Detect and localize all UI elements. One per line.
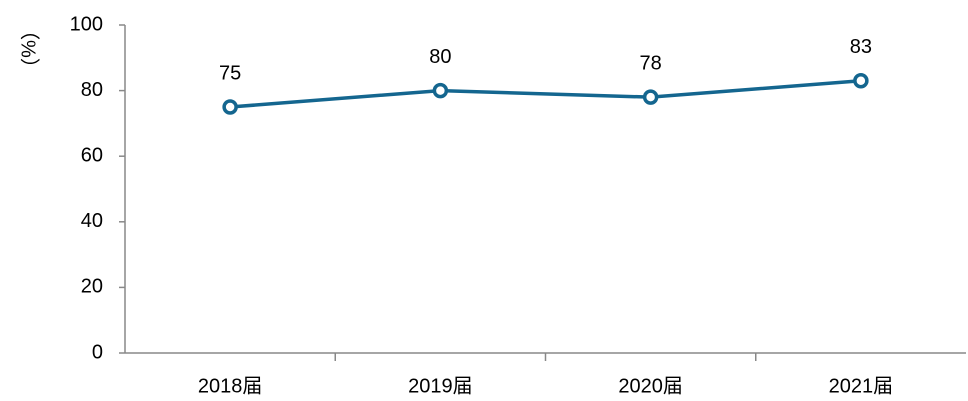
marker bbox=[853, 73, 869, 89]
y-tick-label: 40 bbox=[81, 210, 103, 232]
x-tick-label: 2019届 bbox=[408, 375, 473, 397]
y-tick-label: 80 bbox=[81, 79, 103, 101]
y-axis-label: （%） bbox=[17, 20, 40, 78]
x-tick-label: 2020届 bbox=[618, 375, 683, 397]
y-tick-label: 60 bbox=[81, 144, 103, 166]
data-label: 83 bbox=[850, 36, 872, 58]
marker bbox=[642, 89, 659, 105]
data-label: 75 bbox=[219, 62, 241, 84]
data-label: 78 bbox=[640, 52, 662, 74]
marker bbox=[432, 82, 449, 99]
x-tick-label: 2018届 bbox=[198, 375, 263, 397]
y-tick-label: 0 bbox=[92, 341, 103, 363]
line bbox=[229, 79, 862, 109]
y-tick-label: 20 bbox=[81, 276, 103, 298]
y-tick-label: 100 bbox=[70, 13, 103, 35]
x-tick-label: 2021届 bbox=[829, 375, 894, 397]
marker bbox=[222, 99, 238, 115]
data-label: 80 bbox=[429, 46, 451, 68]
